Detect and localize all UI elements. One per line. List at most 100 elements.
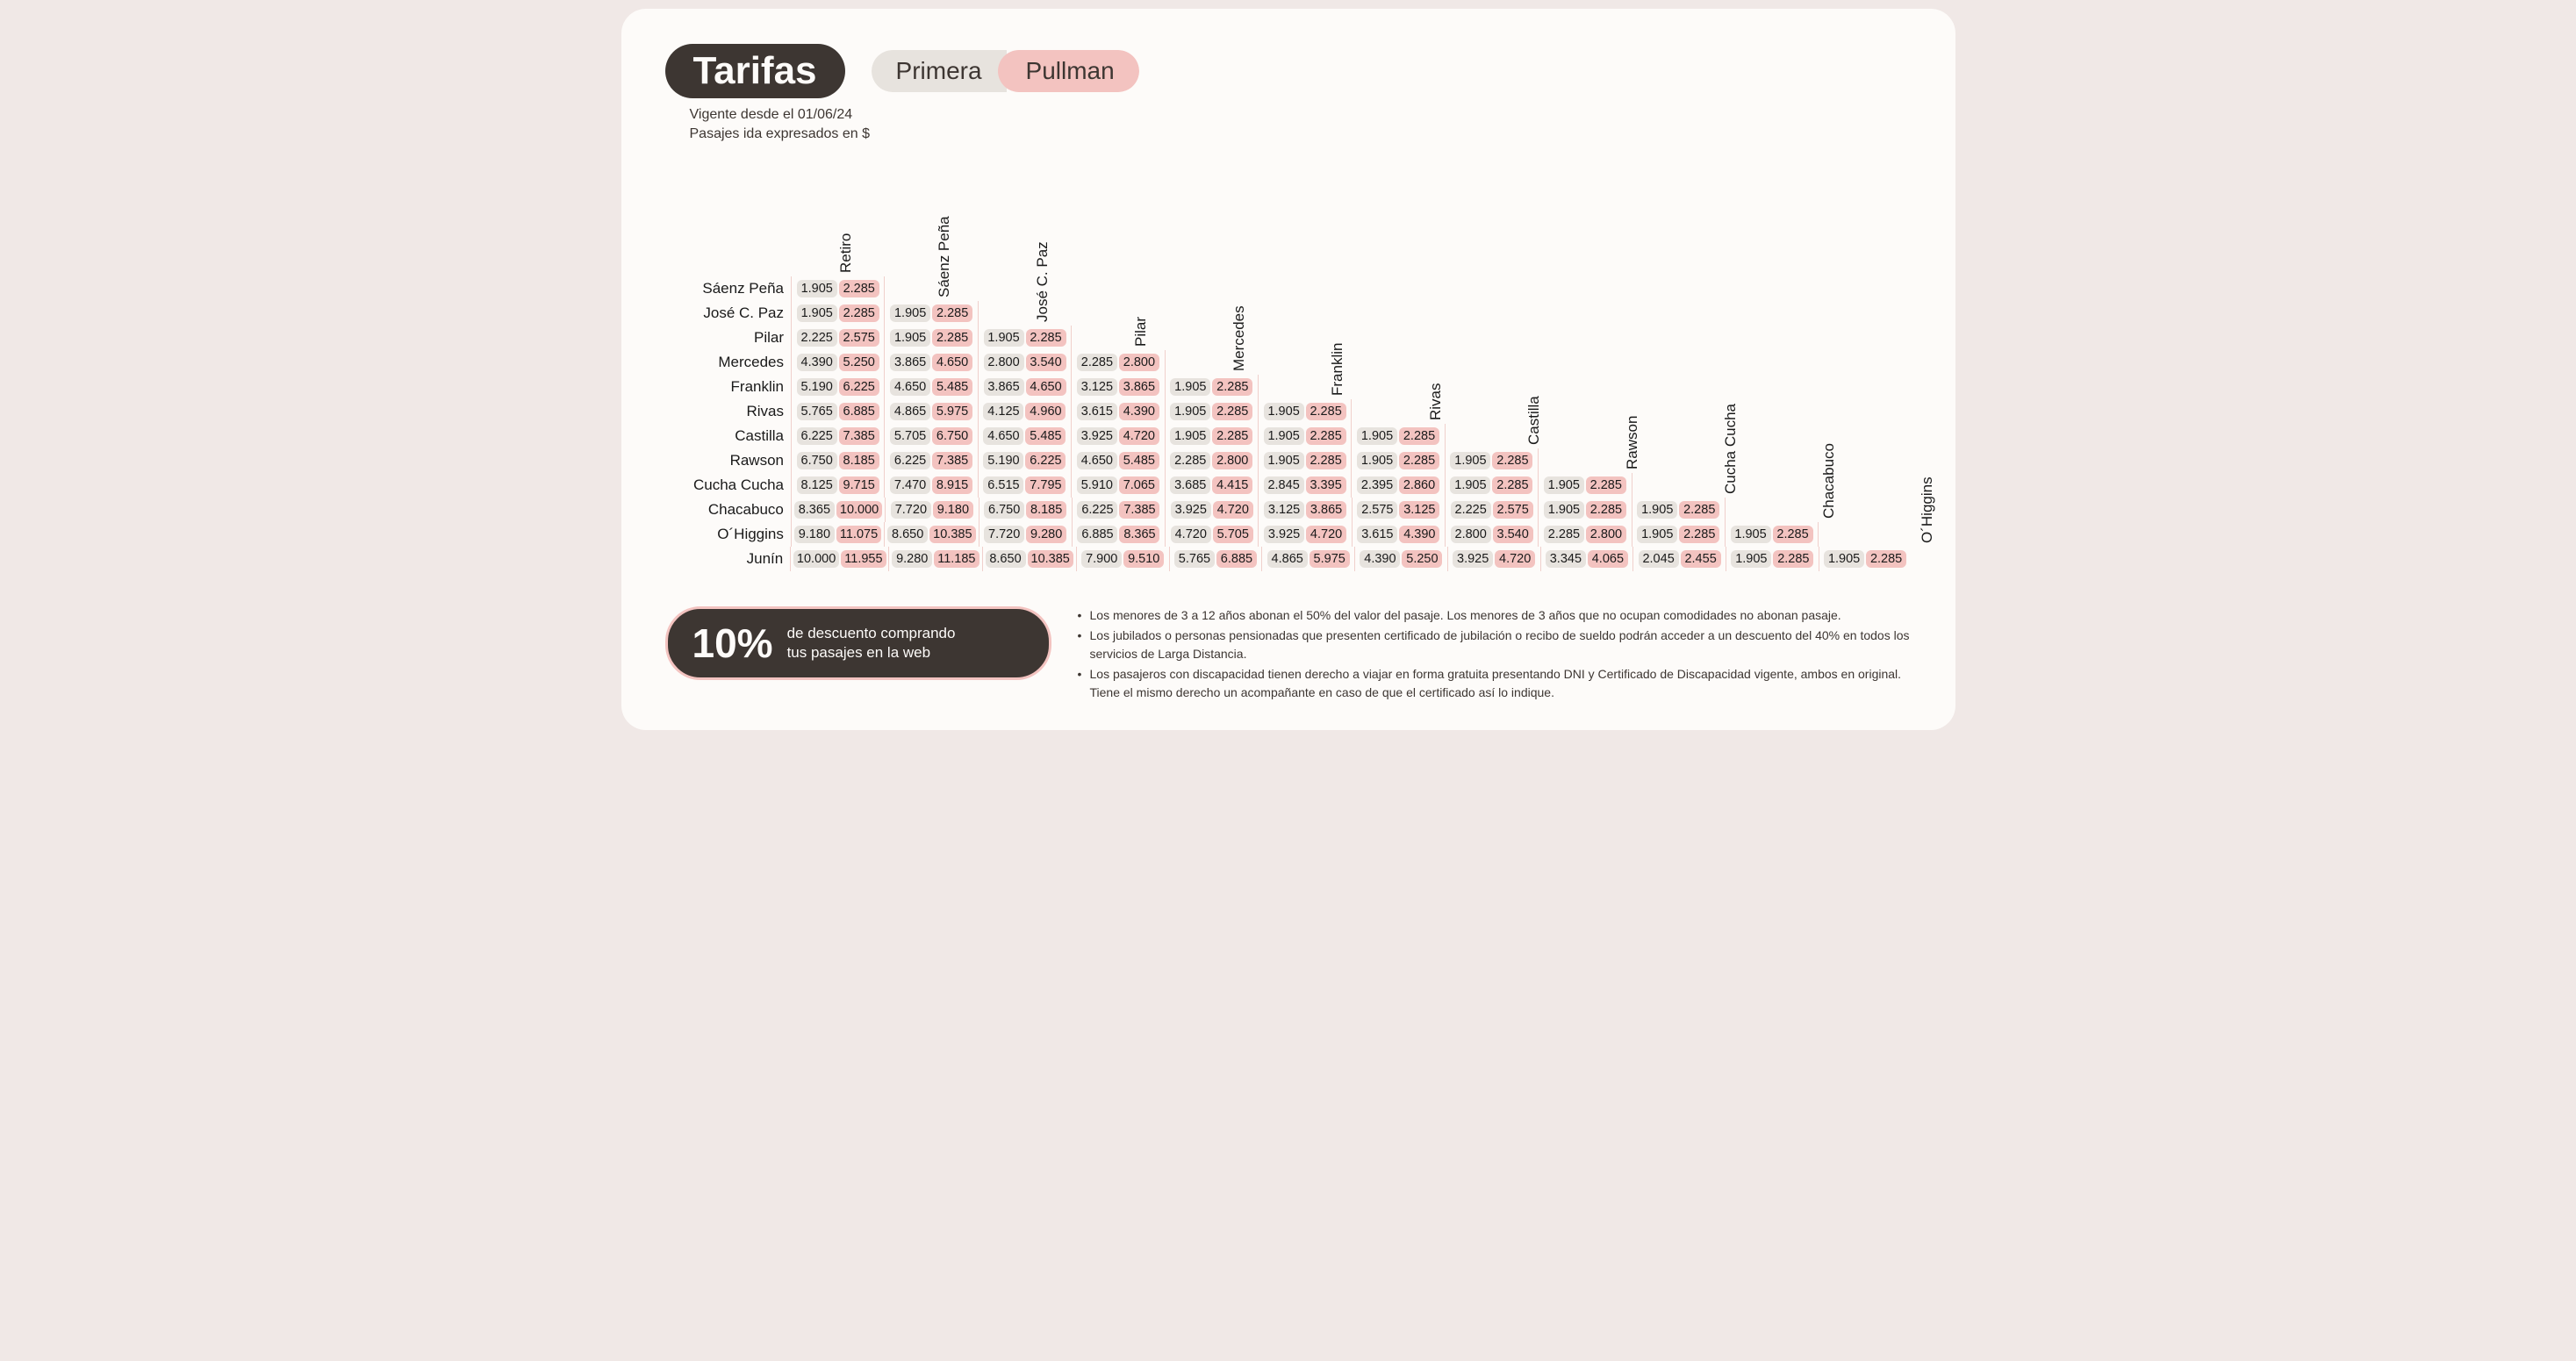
fare-cell-block: 6.2257.385	[884, 448, 977, 473]
fare-pair: 3.9254.720	[1264, 526, 1346, 543]
effective-date: Vigente desde el 01/06/24	[690, 105, 1912, 125]
fare-cell-block: 1.9052.285	[791, 276, 884, 301]
fare-pullman: 10.385	[1028, 550, 1073, 568]
fare-pair: 2.3952.860	[1357, 476, 1439, 494]
fare-cell-block: 6.7508.185	[791, 448, 884, 473]
fare-pullman: 5.250	[1402, 550, 1442, 568]
fare-pair: 1.9052.285	[1170, 403, 1252, 420]
fare-cell-block: 3.9254.720	[1447, 547, 1540, 571]
fare-pullman: 4.720	[1213, 501, 1253, 519]
fare-pullman: 2.285	[932, 304, 972, 322]
fare-cell-block: 6.5157.795	[978, 473, 1071, 498]
fare-pair: 2.2252.575	[1451, 501, 1533, 519]
discount-line2: tus pasajes en la web	[787, 643, 956, 663]
fare-pair: 7.7209.280	[984, 526, 1066, 543]
fare-pair: 2.2252.575	[797, 329, 879, 347]
fare-grid: Sáenz Peña1.9052.285José C. Paz1.9052.28…	[683, 171, 1912, 571]
fare-cell-block: 1.9052.285	[1538, 473, 1631, 498]
page-title: Tarifas	[665, 44, 845, 98]
currency-note: Pasajes ida expresados en $	[690, 125, 1912, 144]
fare-pair: 4.8655.975	[890, 403, 972, 420]
fare-pullman: 5.975	[932, 403, 972, 420]
row-label: José C. Paz	[683, 304, 792, 322]
fare-pair: 2.2852.800	[1544, 526, 1626, 543]
fare-pair: 1.9052.285	[984, 329, 1066, 347]
fare-pullman: 7.385	[932, 452, 972, 469]
fare-pullman: 2.285	[1306, 452, 1346, 469]
fare-cell-block: 6.2257.385	[1072, 498, 1165, 522]
fare-cell-block: 2.2252.575	[791, 326, 884, 350]
fare-cell-block: 4.1254.960	[978, 399, 1071, 424]
fare-pullman: 2.285	[1679, 501, 1719, 519]
fare-pullman: 7.385	[839, 427, 879, 445]
fare-pair: 7.9009.510	[1081, 550, 1164, 568]
footer: 10% de descuento comprando tus pasajes e…	[665, 606, 1912, 704]
fare-cell-block: 2.8003.540	[1445, 522, 1538, 547]
fare-primera: 2.285	[1170, 452, 1210, 469]
fare-cell-block: 2.2252.575	[1445, 498, 1538, 522]
fare-card: Tarifas Primera Pullman Vigente desde el…	[621, 9, 1955, 730]
fare-primera: 1.905	[890, 329, 930, 347]
fare-pair: 4.1254.960	[983, 403, 1066, 420]
fare-cell-block: 5.1906.225	[791, 375, 884, 399]
fare-primera: 6.225	[797, 427, 837, 445]
column-header: Retiro	[837, 176, 855, 273]
fare-pair: 2.0452.455	[1639, 550, 1721, 568]
row-label: Sáenz Peña	[683, 280, 792, 297]
fare-primera: 4.865	[890, 403, 930, 420]
fare-pair: 1.9052.285	[1264, 427, 1346, 445]
fare-cell-block: 1.9052.285	[1632, 522, 1725, 547]
fare-primera: 2.575	[1357, 501, 1397, 519]
fare-cell-block: 1.9052.285	[1632, 498, 1725, 522]
fare-primera: 5.765	[797, 403, 837, 420]
fare-pullman: 5.705	[1213, 526, 1253, 543]
fare-pair: 4.7205.705	[1171, 526, 1253, 543]
fare-pair: 2.5753.125	[1357, 501, 1439, 519]
fare-pair: 6.5157.795	[983, 476, 1066, 494]
fare-primera: 3.685	[1170, 476, 1210, 494]
fare-cell-block	[1818, 522, 1911, 547]
fare-pair: 10.00011.955	[793, 550, 886, 568]
fare-cell-block: 9.18011.075	[791, 522, 884, 547]
fare-pullman: 4.065	[1588, 550, 1628, 568]
column-header: O´Higgins	[1919, 447, 1936, 543]
fare-primera: 6.885	[1077, 526, 1117, 543]
fare-primera: 1.905	[1450, 452, 1490, 469]
fare-primera: 2.395	[1357, 476, 1397, 494]
fare-pullman: 7.065	[1119, 476, 1159, 494]
fare-primera: 1.905	[1170, 403, 1210, 420]
table-row: Castilla6.2257.3855.7056.7504.6505.4853.…	[683, 424, 1912, 448]
fare-cell-block	[1445, 424, 1538, 448]
fare-pullman: 6.750	[932, 427, 972, 445]
notes-list: Los menores de 3 a 12 años abonan el 50%…	[1078, 606, 1912, 704]
fare-primera: 10.000	[793, 550, 839, 568]
fare-primera: 2.045	[1639, 550, 1679, 568]
fare-primera: 5.190	[983, 452, 1023, 469]
fare-pair: 1.9052.285	[797, 304, 879, 322]
fare-cell-block: 1.9052.285	[1445, 448, 1538, 473]
fare-pair: 4.8655.975	[1267, 550, 1350, 568]
fare-primera: 2.285	[1077, 354, 1117, 371]
fare-primera: 1.905	[890, 304, 930, 322]
fare-primera: 1.905	[1544, 476, 1584, 494]
fare-pair: 1.9052.285	[1170, 427, 1252, 445]
fare-cell-block: 1.9052.285	[1165, 424, 1258, 448]
fare-pullman: 6.225	[839, 378, 879, 396]
fare-primera: 5.705	[890, 427, 930, 445]
fare-pullman: 4.720	[1306, 526, 1346, 543]
fare-cell-block: 8.65010.385	[884, 522, 978, 547]
fare-cell-block: 3.3454.065	[1540, 547, 1633, 571]
fare-pullman: 2.455	[1681, 550, 1721, 568]
fare-cell-block: 2.8003.540	[978, 350, 1071, 375]
fare-primera: 3.865	[890, 354, 930, 371]
fare-cell-block: 5.1906.225	[978, 448, 1071, 473]
fare-cell-block: 5.7056.750	[884, 424, 977, 448]
fare-pair: 4.6505.485	[1077, 452, 1159, 469]
fare-pullman: 2.285	[839, 280, 879, 297]
fare-pair: 5.1906.225	[797, 378, 879, 396]
fare-pair: 5.9107.065	[1077, 476, 1159, 494]
fare-pullman: 9.715	[839, 476, 879, 494]
fare-pullman: 8.365	[1119, 526, 1159, 543]
fare-primera: 1.905	[1731, 526, 1771, 543]
fare-cell-block	[1351, 399, 1444, 424]
